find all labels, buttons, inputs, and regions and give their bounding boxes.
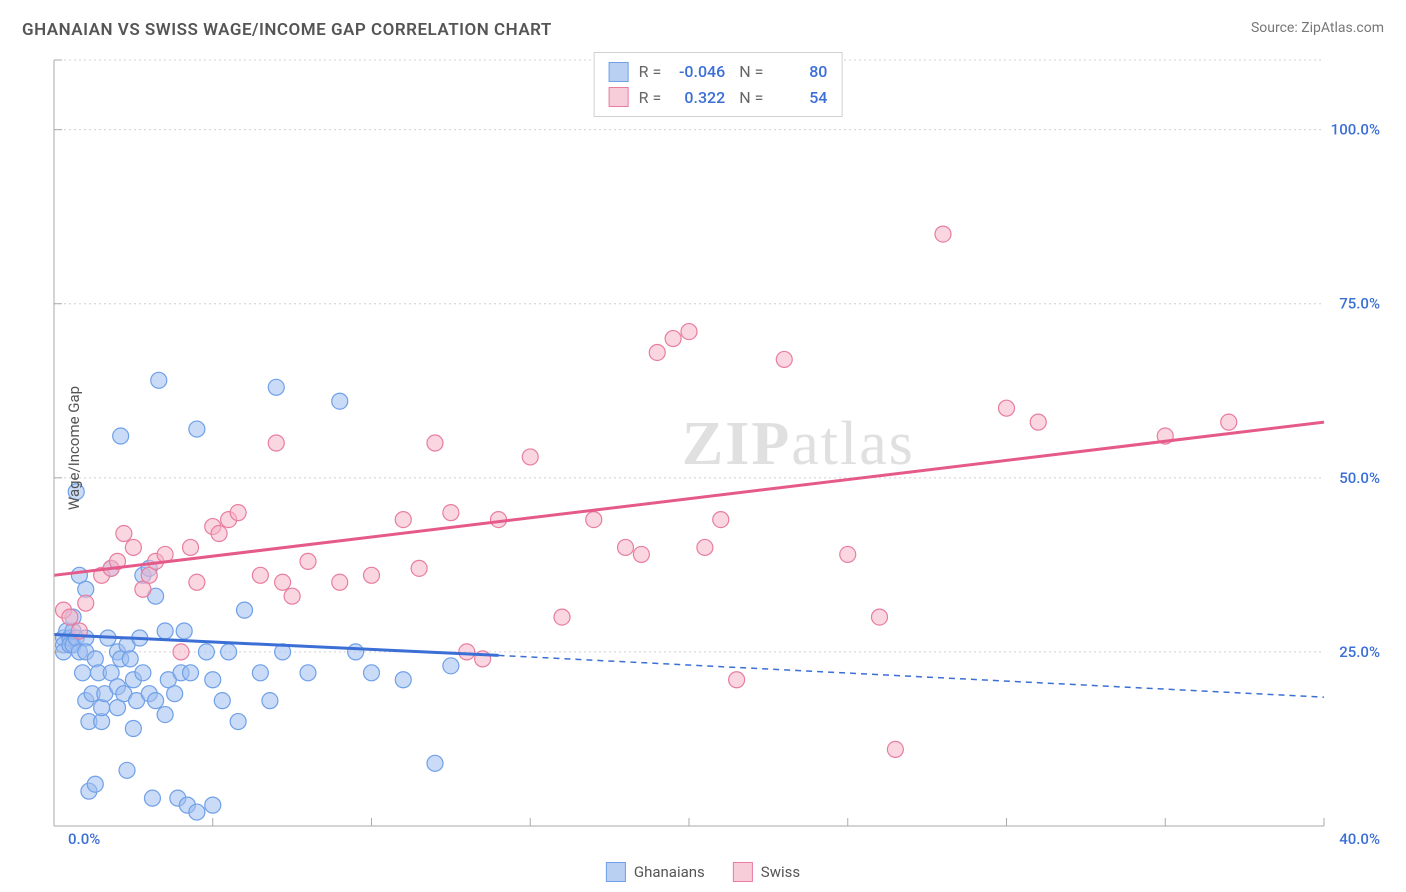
legend-n-value-swiss: 54 [773,85,827,111]
legend-label-swiss: Swiss [761,863,800,881]
series-legend: Ghanaians Swiss [606,862,800,882]
chart-title: GHANAIAN VS SWISS WAGE/INCOME GAP CORREL… [22,20,552,40]
correlation-legend: R = -0.046 N = 80 R = 0.322 N = 54 [594,52,843,117]
svg-text:0.0%: 0.0% [68,830,100,844]
svg-text:100.0%: 100.0% [1331,121,1380,139]
svg-text:ZIPatlas: ZIPatlas [682,410,915,478]
chart-header: GHANAIAN VS SWISS WAGE/INCOME GAP CORREL… [22,20,1384,40]
legend-n-label: N = [735,59,763,85]
legend-r-label: R = [639,59,662,85]
legend-item-ghanaians: Ghanaians [606,862,705,882]
legend-swatch-swiss [733,862,753,882]
legend-swatch-swiss [609,87,629,107]
legend-r-label: R = [639,85,662,111]
legend-label-ghanaians: Ghanaians [634,863,705,881]
svg-text:25.0%: 25.0% [1339,643,1380,661]
legend-n-label: N = [735,85,763,111]
legend-swatch-ghanaians [606,862,626,882]
chart-svg: 25.0% 50.0% 75.0% 100.0% ZIPatlas 0.0% 40.0% [48,52,1388,844]
legend-r-value-ghanaians: -0.046 [671,59,725,85]
legend-swatch-ghanaians [609,62,629,82]
svg-text:50.0%: 50.0% [1339,469,1380,487]
legend-row-swiss: R = 0.322 N = 54 [609,85,828,111]
svg-text:75.0%: 75.0% [1339,295,1380,313]
plot-area: Wage/Income Gap R = -0.046 N = 80 R = 0.… [48,52,1388,844]
svg-text:40.0%: 40.0% [1339,830,1380,844]
y-axis-label: Wage/Income Gap [65,386,83,510]
source-label: Source: ZipAtlas.com [1251,20,1384,36]
legend-item-swiss: Swiss [733,862,800,882]
legend-r-value-swiss: 0.322 [671,85,725,111]
legend-n-value-ghanaians: 80 [773,59,827,85]
legend-row-ghanaians: R = -0.046 N = 80 [609,59,828,85]
